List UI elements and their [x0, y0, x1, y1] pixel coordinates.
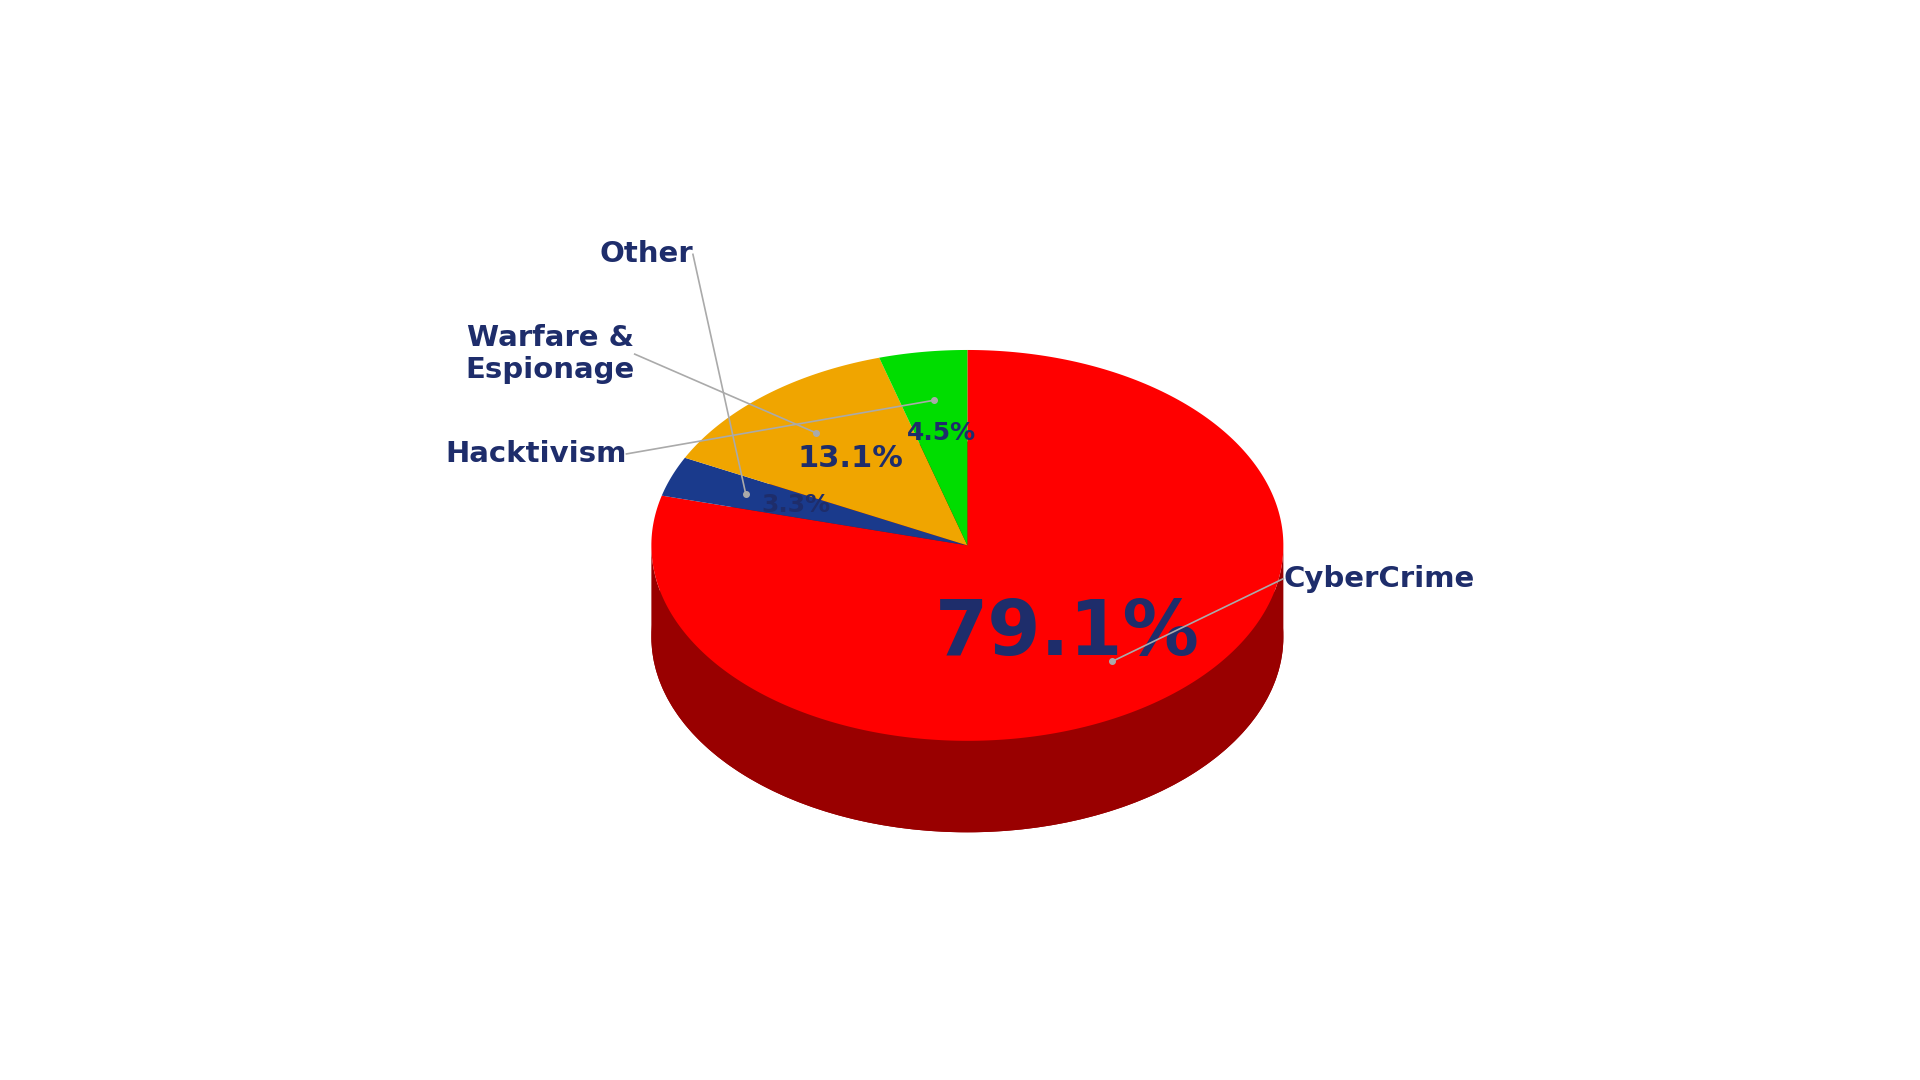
- Text: 13.1%: 13.1%: [797, 444, 902, 473]
- Text: Other: Other: [599, 241, 693, 268]
- Polygon shape: [651, 543, 1283, 833]
- Polygon shape: [651, 350, 1283, 741]
- Text: Warfare &
Espionage: Warfare & Espionage: [465, 324, 636, 384]
- Text: Hacktivism: Hacktivism: [445, 440, 626, 468]
- Text: 79.1%: 79.1%: [935, 597, 1200, 671]
- Polygon shape: [685, 357, 968, 545]
- Ellipse shape: [651, 442, 1283, 833]
- Text: CyberCrime: CyberCrime: [1283, 565, 1475, 593]
- Polygon shape: [662, 458, 968, 545]
- Text: 3.3%: 3.3%: [762, 494, 831, 517]
- Polygon shape: [879, 350, 968, 545]
- Text: 4.5%: 4.5%: [906, 421, 975, 445]
